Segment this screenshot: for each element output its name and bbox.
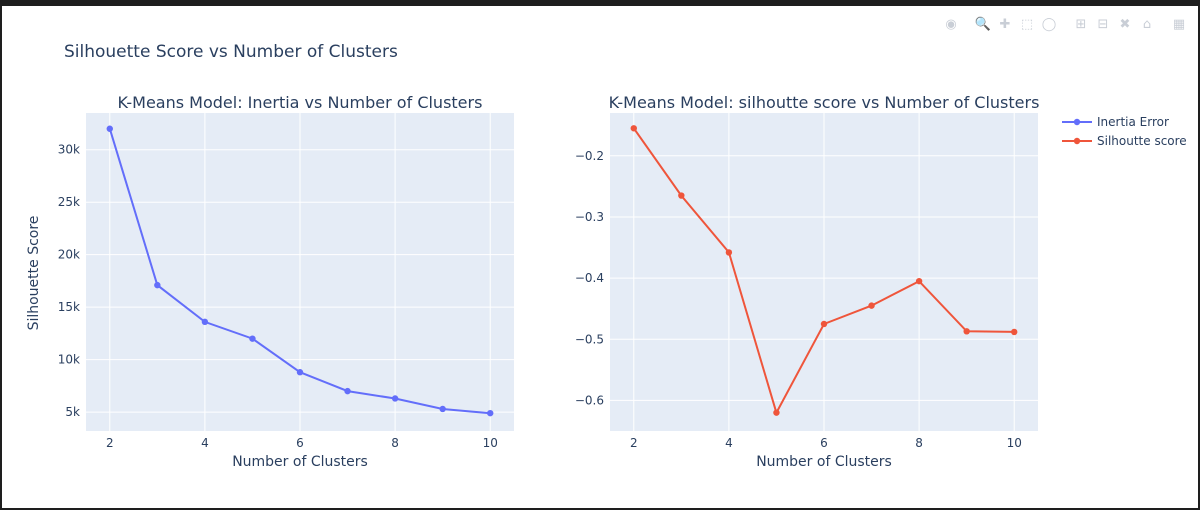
x-tick-label: 8 — [915, 436, 923, 450]
x-axis-title: Number of Clusters — [232, 454, 368, 470]
y-tick-label: −0.4 — [575, 271, 604, 285]
y-tick-label: −0.6 — [575, 393, 604, 407]
y-tick-label: 25k — [58, 195, 80, 209]
x-tick-label: 6 — [296, 436, 304, 450]
data-point — [630, 125, 637, 132]
y-tick-label: 20k — [58, 248, 80, 262]
y-tick-label: 15k — [58, 300, 80, 314]
legend-swatch-marker — [1073, 118, 1081, 126]
legend-swatch-marker — [1073, 137, 1081, 145]
silhouette-chart: 2 4 6 8 10 −0.6 −0.5 −0.4 −0.3 −0.2 K-Means Model:… — [575, 93, 1040, 470]
data-point — [439, 405, 446, 413]
legend-label: Inertia Error — [1097, 115, 1169, 129]
pan-icon[interactable]: ✚ — [999, 17, 1011, 32]
x-tick-label: 4 — [201, 436, 209, 450]
inertia-chart: 2 4 6 8 10 5k 10k 15k 20k 25k 30k K-Means Model: In… — [58, 93, 514, 470]
y-tick-label: 10k — [58, 353, 80, 367]
plotly-logo-icon[interactable]: ▦ — [1172, 17, 1186, 32]
data-point — [296, 369, 304, 376]
data-point — [106, 125, 113, 132]
modebar: ◉ 🔍 ✚ ⬚ ◯ ⊞ ⊟ ✖ ⌂ ▦ — [942, 16, 1188, 34]
data-point — [773, 409, 780, 416]
box-select-icon[interactable]: ⬚ — [1020, 17, 1034, 32]
data-point — [1011, 328, 1018, 336]
y-tick-label: −0.2 — [575, 149, 604, 163]
data-point — [154, 281, 161, 289]
x-tick-label: 10 — [1007, 436, 1022, 450]
y-tick-label: 30k — [58, 143, 80, 157]
figure-svg: Silhouette Score vs Number of Clusters S… — [26, 42, 1187, 470]
data-point — [344, 387, 351, 395]
data-point — [963, 328, 970, 335]
data-point — [487, 409, 494, 417]
data-point — [915, 277, 923, 285]
y-tick-label: −0.3 — [575, 210, 604, 224]
data-point — [249, 335, 256, 342]
x-tick-label: 10 — [483, 436, 498, 450]
x-tick-label: 6 — [820, 436, 828, 450]
legend[interactable]: Inertia Error Silhoutte score — [1062, 115, 1187, 148]
y-axis-title: Silhouette Score — [26, 216, 42, 331]
zoom-in-icon[interactable]: ⊞ — [1075, 17, 1087, 32]
subplot-title: K-Means Model: silhoutte score vs Number… — [609, 93, 1040, 112]
zoom-out-icon[interactable]: ⊟ — [1097, 17, 1109, 32]
data-point — [678, 192, 685, 199]
data-point — [820, 320, 828, 328]
x-tick-label: 4 — [725, 436, 733, 450]
data-point — [201, 318, 209, 326]
y-tick-label: 5k — [65, 405, 80, 419]
home-icon[interactable]: ⌂ — [1142, 17, 1152, 32]
plot-container: ◉ 🔍 ✚ ⬚ ◯ ⊞ ⊟ ✖ ⌂ ▦ Silhouette Score vs … — [2, 6, 1198, 508]
data-point — [391, 395, 399, 402]
legend-label: Silhoutte score — [1097, 134, 1187, 148]
figure-title: Silhouette Score vs Number of Clusters — [64, 42, 398, 62]
zoom-icon[interactable]: 🔍 — [974, 17, 992, 32]
x-tick-label: 8 — [391, 436, 399, 450]
subplot-title: K-Means Model: Inertia vs Number of Clus… — [118, 93, 483, 112]
data-point — [868, 302, 875, 309]
y-tick-label: −0.5 — [575, 332, 604, 346]
camera-icon[interactable]: ◉ — [945, 17, 957, 32]
x-tick-label: 2 — [630, 436, 638, 450]
autoscale-icon[interactable]: ✖ — [1119, 17, 1131, 32]
data-point — [725, 249, 733, 256]
x-tick-label: 2 — [106, 436, 114, 450]
lasso-icon[interactable]: ◯ — [1041, 17, 1057, 32]
x-axis-title: Number of Clusters — [756, 454, 892, 470]
